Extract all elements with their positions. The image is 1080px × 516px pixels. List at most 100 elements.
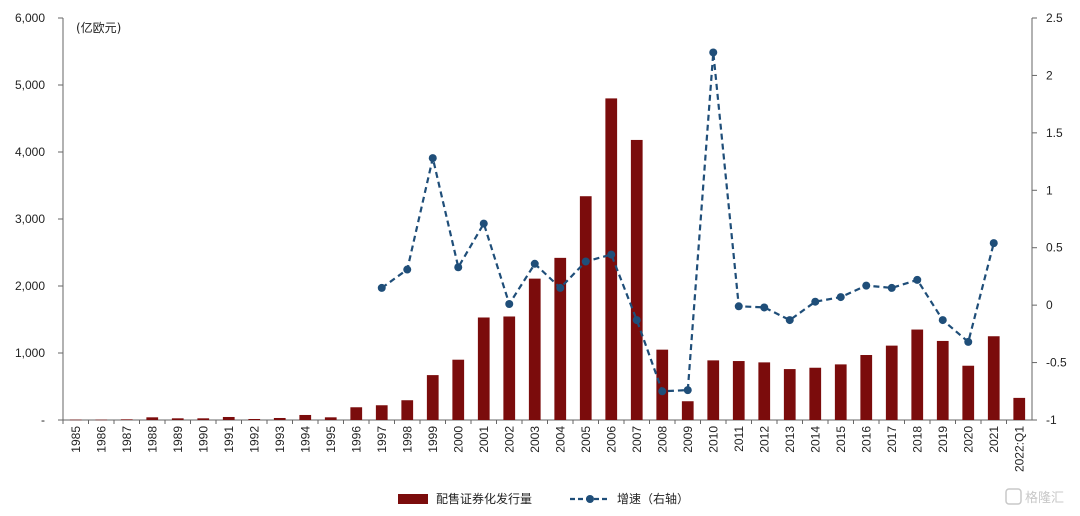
x-axis-tick-label: 2001	[477, 426, 491, 453]
x-axis-tick-label: 2005	[579, 426, 593, 453]
line-series	[377, 48, 998, 396]
growth-point	[607, 250, 616, 259]
bar	[885, 345, 898, 420]
x-axis-tick-label: 2014	[808, 426, 822, 453]
growth-point	[403, 265, 412, 274]
x-axis-tick-label: 2006	[604, 426, 618, 453]
growth-point	[989, 239, 998, 248]
right-axis-tick-label: -0.5	[1046, 356, 1067, 370]
x-axis-tick-label: 1994	[298, 426, 312, 453]
growth-point	[887, 283, 896, 292]
growth-point	[938, 316, 947, 325]
growth-point	[683, 386, 692, 395]
x-axis-tick-label: 2013	[783, 426, 797, 453]
left-axis-tick-label: -	[41, 413, 45, 427]
growth-point	[556, 283, 565, 292]
tick-labels: - 1,000 2,000 3,000 4,000 5,000 6,000 -1 -0.5 0 0.…	[15, 11, 1067, 472]
x-axis-tick-label: 1990	[196, 426, 210, 453]
bar	[554, 257, 567, 420]
left-axis-tick-label: 2,000	[15, 279, 45, 293]
x-axis-tick-label: 2015	[834, 426, 848, 453]
watermark-text: 格隆汇	[1025, 490, 1064, 506]
bar	[630, 139, 643, 420]
growth-point	[760, 303, 769, 312]
left-axis-tick-label: 5,000	[15, 78, 45, 92]
x-axis-tick-label: 2021	[987, 426, 1001, 453]
bar	[605, 98, 618, 421]
growth-point	[479, 219, 488, 228]
x-axis-tick-label: 2000	[451, 426, 465, 453]
x-axis-tick-label: 1995	[324, 426, 338, 453]
bar	[834, 364, 847, 420]
right-axis-tick-label: 1.5	[1046, 126, 1063, 140]
bar	[350, 407, 363, 420]
x-axis-tick-label: 2020	[961, 426, 975, 453]
bar	[732, 361, 745, 420]
watermark-logo-icon	[1005, 488, 1022, 505]
x-axis-tick-label: 1986	[94, 426, 108, 453]
bar	[656, 349, 669, 420]
x-axis-tick-label: 1988	[145, 426, 159, 453]
bar	[95, 419, 108, 421]
bar-series	[69, 98, 1026, 421]
bar	[452, 359, 465, 420]
x-axis-tick-label: 2016	[859, 426, 873, 453]
bar	[936, 340, 949, 420]
legend-line-label: 增速（右轴）	[617, 491, 689, 506]
x-axis-tick-label: 1987	[120, 426, 134, 453]
left-axis-tick-label: 3,000	[15, 212, 45, 226]
bar	[962, 365, 975, 420]
left-axis-tick-label: 4,000	[15, 145, 45, 159]
growth-point	[530, 259, 539, 268]
x-axis-tick-label: 2017	[885, 426, 899, 453]
x-axis-tick-label: 2012	[757, 426, 771, 453]
legend-bar-swatch	[398, 494, 428, 504]
x-axis-tick-label: 2009	[681, 426, 695, 453]
growth-point	[836, 293, 845, 302]
x-axis-tick-label: 1991	[222, 426, 236, 453]
bar	[426, 375, 439, 420]
x-axis-tick-label: 2010	[706, 426, 720, 453]
bar	[273, 417, 286, 420]
x-axis-tick-label: 1993	[273, 426, 287, 453]
legend-bar-label: 配售证券化发行量	[436, 491, 532, 506]
growth-point	[658, 387, 667, 396]
bar	[579, 196, 592, 420]
legend: 配售证券化发行量 增速（右轴）	[398, 491, 689, 506]
right-axis-tick-label: 2	[1046, 68, 1053, 82]
bar	[401, 400, 414, 420]
x-axis-tick-label: 1999	[426, 426, 440, 453]
bar	[375, 405, 388, 420]
bar	[248, 418, 261, 420]
growth-point	[862, 281, 871, 290]
bar	[681, 401, 694, 420]
x-axis-tick-label: 2003	[528, 426, 542, 453]
x-axis-tick-label: 1996	[349, 426, 363, 453]
x-axis-tick-label: 1997	[375, 426, 389, 453]
x-axis-tick-label: 2004	[553, 426, 567, 453]
legend-line-marker	[586, 495, 594, 503]
bar	[222, 416, 235, 420]
bar	[911, 329, 924, 420]
left-axis-unit-label: (亿欧元)	[76, 20, 121, 35]
x-axis-tick-label: 1998	[400, 426, 414, 453]
growth-point	[785, 316, 794, 325]
bar	[1013, 397, 1026, 420]
growth-point	[505, 299, 514, 308]
x-axis-tick-label: 2002	[502, 426, 516, 453]
bar	[860, 355, 873, 420]
right-axis-tick-label: 0.5	[1046, 241, 1063, 255]
x-axis-tick-label: 2011	[732, 426, 746, 452]
right-axis-tick-label: -1	[1046, 413, 1057, 427]
right-axis-tick-label: 2.5	[1046, 11, 1063, 25]
x-axis-tick-label: 2007	[630, 426, 644, 453]
growth-point	[709, 48, 718, 57]
bar	[69, 419, 82, 421]
bar	[146, 417, 159, 420]
x-axis-tick-label: 2008	[655, 426, 669, 453]
right-axis-tick-label: 1	[1046, 183, 1053, 197]
growth-point	[734, 302, 743, 311]
x-axis-tick-label: 1985	[69, 426, 83, 453]
growth-point	[581, 257, 590, 266]
